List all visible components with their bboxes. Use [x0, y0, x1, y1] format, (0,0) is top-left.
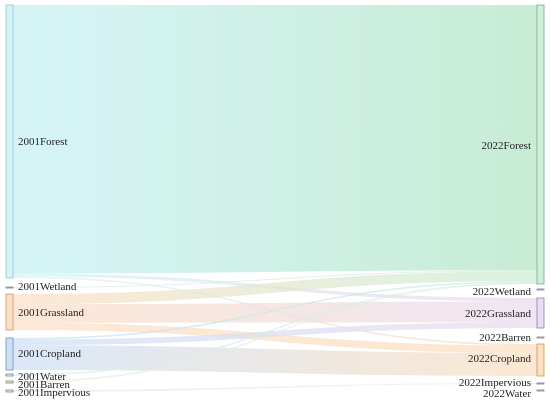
node-wa22 [536, 389, 545, 392]
flow-b01-to-f22 [13, 283, 537, 383]
flow-g01-to-f22 [13, 271, 537, 305]
node-b01 [5, 380, 14, 384]
flow-f01-to-f22 [13, 5, 537, 274]
flow-group [13, 5, 537, 392]
node-w22 [536, 288, 545, 291]
node-wa01 [5, 373, 14, 377]
flow-w01-to-f22 [13, 270, 537, 288]
node-c01 [5, 337, 14, 371]
node-label-i01: 2001Impervious [18, 387, 90, 399]
node-label-c01: 2001Cropland [18, 348, 81, 360]
node-label-b01: 2001Barren [18, 379, 70, 391]
flow-i01-to-i22 [13, 383, 537, 392]
node-label-i22: 2022Impervious [459, 377, 531, 389]
node-f01 [5, 4, 14, 279]
node-label-f22: 2022Forest [482, 140, 532, 152]
node-f22 [536, 4, 545, 285]
flow-wa01-to-f22 [13, 282, 537, 376]
flow-g01-to-g22 [13, 301, 537, 323]
node-label-w01: 2001Wetland [18, 281, 77, 293]
node-label-wa22: 2022Water [483, 388, 531, 400]
node-label-g01: 2001Grassland [18, 307, 84, 319]
node-i01 [5, 389, 14, 393]
node-g22 [536, 297, 545, 329]
flow-g01-to-c22 [13, 322, 537, 353]
label-group: 2001Forest 2001Wetland 2001Grassland 2001Cr… [18, 136, 531, 400]
flow-c01-to-f22 [13, 281, 537, 340]
node-label-g22: 2022Grassland [465, 308, 531, 320]
node-label-b22: 2022Barren [479, 332, 531, 344]
node-label-c22: 2022Cropland [468, 353, 531, 365]
node-g01 [5, 293, 14, 331]
flow-c01-to-g22 [13, 322, 537, 346]
node-w01 [5, 286, 14, 289]
node-b22 [536, 336, 545, 339]
node-c22 [536, 343, 545, 377]
node-group [5, 4, 545, 393]
node-i22 [536, 382, 545, 385]
node-label-w22: 2022Wetland [473, 286, 532, 298]
node-label-wa01: 2001Water [18, 371, 66, 383]
node-label-f01: 2001Forest [18, 136, 68, 148]
flow-c01-to-c22 [13, 345, 537, 376]
